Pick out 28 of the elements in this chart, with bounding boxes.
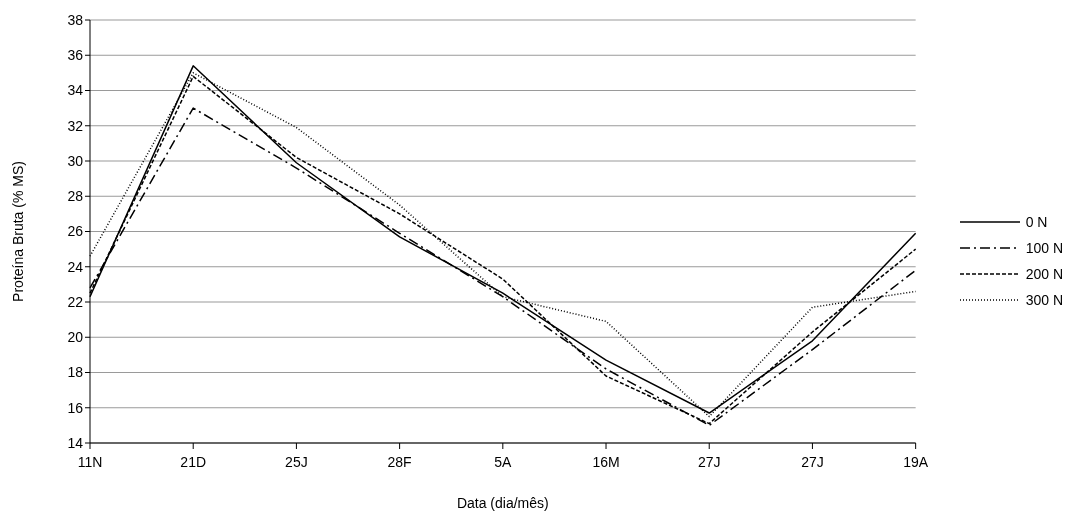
y-tick-label: 18 <box>67 364 84 381</box>
y-tick-label: 36 <box>67 47 84 64</box>
y-tick-label: 26 <box>67 223 84 240</box>
x-tick-label: 16M <box>592 453 620 470</box>
y-tick-label: 32 <box>67 117 84 134</box>
y-tick-label: 38 <box>67 11 84 28</box>
legend-label: 200 N <box>1025 265 1063 282</box>
x-tick-label: 21D <box>180 453 207 470</box>
legend-label: 0 N <box>1025 213 1048 230</box>
y-tick-label: 28 <box>67 188 84 205</box>
y-tick-label: 24 <box>67 258 84 275</box>
y-axis-title: Proteína Bruta (% MS) <box>9 161 26 302</box>
x-tick-label: 28F <box>387 453 412 470</box>
x-tick-label: 11N <box>77 453 103 470</box>
x-tick-label: 27J <box>697 453 721 470</box>
y-tick-label: 30 <box>67 152 84 169</box>
y-tick-label: 20 <box>67 329 84 346</box>
legend-label: 100 N <box>1025 239 1063 256</box>
x-tick-label: 19A <box>903 453 929 470</box>
y-tick-label: 14 <box>67 434 84 451</box>
x-axis-title: Data (dia/mês) <box>456 495 549 511</box>
y-tick-label: 16 <box>67 399 84 416</box>
y-tick-label: 22 <box>67 293 84 310</box>
y-tick-label: 34 <box>67 82 84 99</box>
legend-label: 300 N <box>1025 291 1063 308</box>
x-tick-label: 27J <box>801 453 824 470</box>
x-tick-label: 25J <box>285 453 308 470</box>
x-tick-label: 5A <box>494 453 513 470</box>
